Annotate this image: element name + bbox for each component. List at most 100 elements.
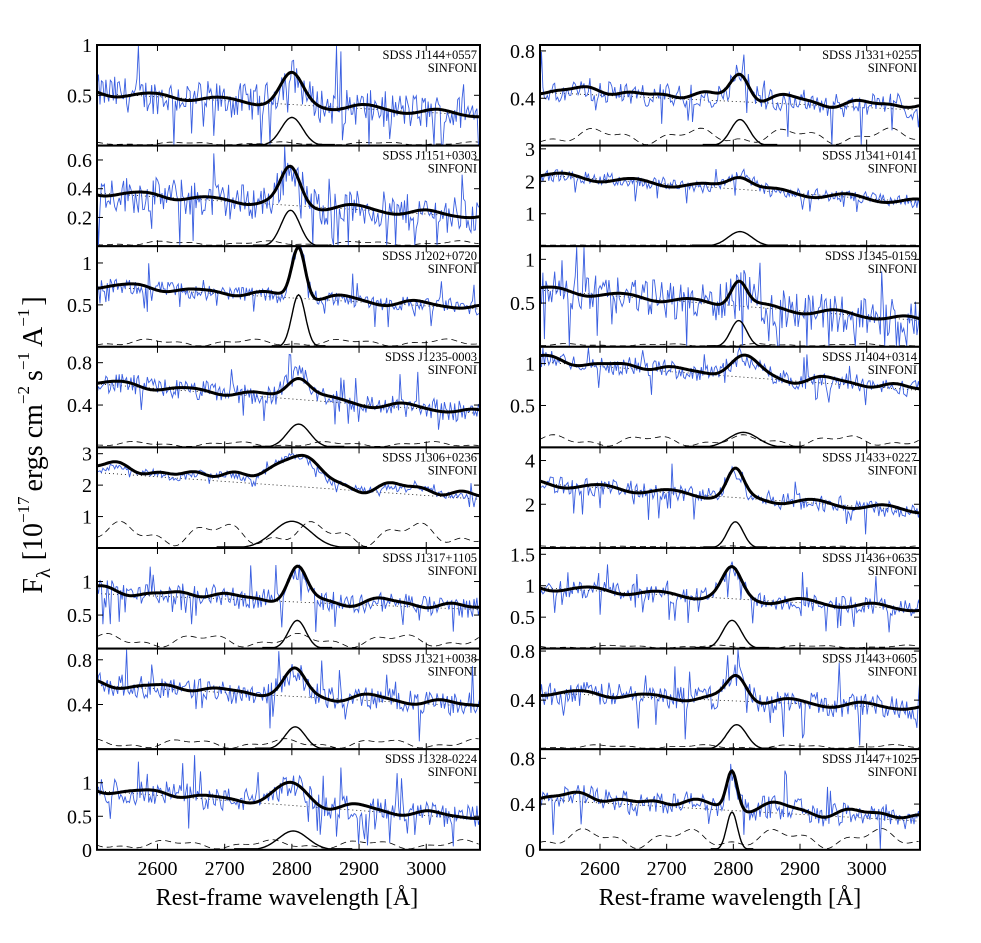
y-tick-label: 0.4 [67, 395, 92, 417]
instrument-label: SINFONI [868, 665, 917, 679]
model-fit-line [97, 780, 480, 821]
instrument-label: SINFONI [868, 363, 917, 377]
panel-plot-area [97, 353, 480, 448]
y-tick-label: 3 [82, 444, 92, 466]
y-tick-label: 0.8 [67, 650, 92, 672]
panel-plot-area [97, 246, 480, 347]
y-tick-label: 4 [525, 451, 535, 473]
model-fit-line [540, 171, 920, 204]
model-fit-line [97, 164, 480, 220]
panel-frame [539, 748, 921, 851]
y-tick-label: 0.5 [67, 605, 92, 627]
instrument-label: SINFONI [868, 765, 917, 779]
y-label-units1: ergs cm [18, 404, 49, 492]
y-tick-label: 2 [525, 494, 535, 516]
y-tick-label: 0.8 [510, 41, 535, 63]
model-fit-line [97, 376, 480, 414]
panel-background [540, 447, 920, 548]
y-tick-label: 1 [525, 354, 535, 376]
object-name-label: SDSS J1443+0605 [822, 652, 917, 666]
y-tick-label: 0.5 [510, 395, 535, 417]
continuum-line [97, 790, 480, 821]
feii-template-line [97, 632, 479, 648]
object-name-label: SDSS J1144+0557 [383, 48, 477, 62]
y-tick-label: 1.5 [510, 544, 535, 566]
y-tick-label: 0.8 [510, 748, 535, 770]
instrument-label: SINFONI [428, 162, 477, 176]
x-tick-label: 2900 [339, 858, 379, 880]
y-tick-label: 0 [525, 840, 535, 862]
instrument-label: SINFONI [868, 61, 917, 75]
y-label-lambda: λ [33, 568, 55, 578]
observed-spectrum [97, 755, 480, 847]
object-name-label: SDSS J1317+1105 [383, 551, 477, 565]
model-fit-line [97, 666, 480, 708]
y-tick-label: 0.4 [510, 88, 535, 110]
object-name-label: SDSS J1433+0227 [822, 450, 917, 464]
object-name-label: SDSS J1447+1025 [822, 752, 917, 766]
instrument-label: SINFONI [868, 463, 917, 477]
y-tick-label: 1 [82, 35, 92, 57]
svg-text:Fλ[10−17ergs cm−2s−1A−1]: Fλ[10−17ergs cm−2s−1A−1] [14, 296, 55, 593]
instrument-label: SINFONI [868, 262, 917, 276]
y-tick-label: 0.5 [67, 85, 92, 107]
x-tick-label: 2900 [780, 858, 820, 880]
y-tick-label: 1 [82, 572, 92, 594]
observed-spectrum [540, 346, 920, 406]
y-tick-label: 0.5 [67, 295, 92, 317]
y-tick-label: 1 [82, 507, 92, 529]
feii-template-line [540, 127, 919, 146]
feii-template-line [540, 828, 919, 849]
observed-spectrum [97, 353, 480, 430]
y-label-exp2: −2 [14, 386, 33, 404]
x-tick-label: 2800 [272, 858, 312, 880]
model-fit-line [97, 453, 480, 498]
y-tick-label: 3 [525, 139, 535, 161]
instrument-label: SINFONI [428, 61, 477, 75]
y-tick-label: 1 [82, 773, 92, 795]
x-tick-label: 2700 [647, 858, 687, 880]
instrument-label: SINFONI [428, 262, 477, 276]
panel-plot-area [540, 763, 920, 850]
y-tick-label: 0.6 [67, 150, 92, 172]
feii-template-line [97, 520, 479, 547]
instrument-label: SINFONI [428, 363, 477, 377]
y-tick-label: 0.8 [67, 353, 92, 375]
model-fit-line [97, 70, 480, 119]
y-tick-label: 0.8 [510, 641, 535, 663]
object-name-label: SDSS J1306+0236 [382, 450, 477, 464]
object-name-label: SDSS J1404+0314 [822, 350, 918, 364]
feii-template-line [540, 343, 919, 347]
x-axis-label-left: Rest-frame wavelength [Å] [156, 885, 419, 911]
object-name-label: SDSS J1436+0635 [822, 551, 917, 565]
y-tick-label: 0.5 [510, 293, 535, 315]
x-tick-label: 2600 [580, 858, 620, 880]
feii-template-line [97, 440, 479, 447]
panel-background [540, 548, 920, 649]
x-tick-label: 2700 [205, 858, 245, 880]
panel-plot-area [540, 649, 920, 749]
model-fit-line [540, 353, 920, 391]
y-tick-label: 0.4 [67, 694, 92, 716]
mgii-line-component [234, 830, 353, 850]
continuum-line [540, 692, 920, 710]
y-label-f: F [18, 578, 49, 594]
feii-template-line [540, 644, 919, 648]
model-fit-line [97, 564, 480, 610]
model-fit-line [97, 246, 480, 310]
y-tick-label: 0.5 [510, 607, 535, 629]
instrument-label: SINFONI [868, 162, 917, 176]
x-tick-label: 3000 [847, 858, 887, 880]
model-fit-line [540, 72, 920, 109]
instrument-label: SINFONI [868, 564, 917, 578]
object-name-label: SDSS J1151+0303 [383, 149, 477, 163]
